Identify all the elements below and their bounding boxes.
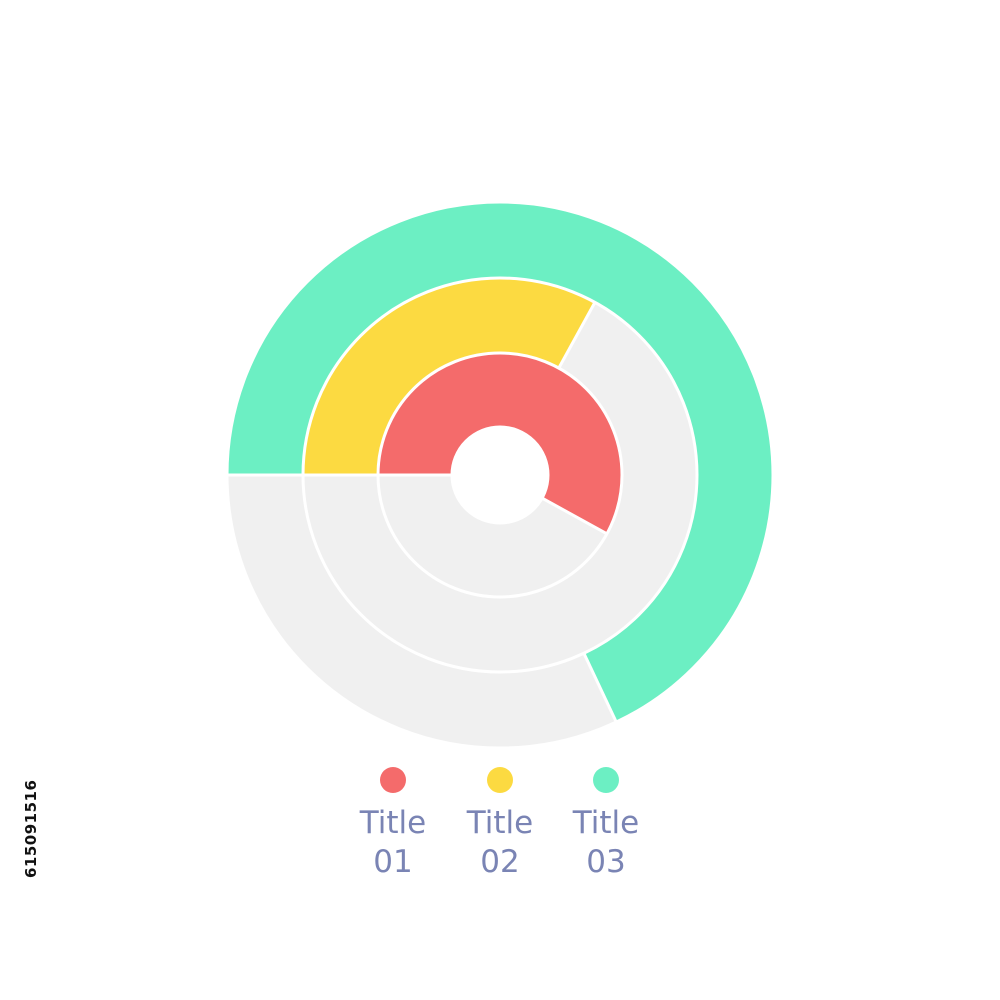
bar-end-separator-1	[541, 496, 608, 536]
legend-label-1-line-2: 01	[373, 844, 412, 880]
legend-label-3-line-1: Title	[572, 805, 639, 841]
legend-label-2-line-2: 02	[480, 844, 519, 880]
ring-separator-1	[450, 425, 550, 525]
legend-label-3-line-2: 03	[586, 844, 625, 880]
legend-dot-3	[593, 767, 619, 793]
legend-label-1-line-1: Title	[359, 805, 426, 841]
bar-series-2	[303, 278, 595, 475]
stock-image-id: 615091516	[22, 779, 40, 878]
bar-end-separator-2	[557, 301, 597, 369]
bar-end-separator-3	[582, 652, 618, 723]
bar-layer	[225, 200, 775, 750]
bar-series-1	[378, 352, 622, 534]
legend-dot-1	[380, 767, 406, 793]
legend-label-2-line-1: Title	[466, 805, 533, 841]
legend-dot-2	[487, 767, 513, 793]
